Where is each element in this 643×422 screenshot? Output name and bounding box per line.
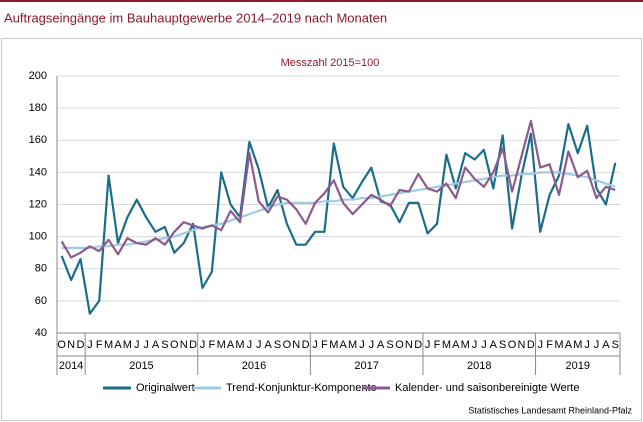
x-tick-label: A xyxy=(340,339,348,351)
subtitle: Messzahl 2015=100 xyxy=(281,57,380,69)
x-tick-label: J xyxy=(256,339,262,351)
x-tick-label: A xyxy=(490,339,498,351)
x-tick-label: O xyxy=(283,339,292,351)
x-tick-label: J xyxy=(312,339,318,351)
x-tick-label: M xyxy=(329,339,338,351)
x-tick-label: J xyxy=(537,339,543,351)
x-tick-label: A xyxy=(264,339,272,351)
x-tick-label: O xyxy=(508,339,517,351)
x-tick-label: S xyxy=(274,339,281,351)
x-tick-label: D xyxy=(302,339,310,351)
x-tick-label: S xyxy=(612,339,619,351)
x-tick-label: A xyxy=(152,339,160,351)
year-label: 2015 xyxy=(129,360,153,372)
x-tick-label: A xyxy=(602,339,610,351)
source: Statistisches Landesamt Rheinland-Pfalz xyxy=(468,405,632,415)
x-tick-label: F xyxy=(321,339,328,351)
x-tick-label: A xyxy=(452,339,460,351)
x-tick-label: S xyxy=(161,339,168,351)
year-label: 2018 xyxy=(467,360,491,372)
legend-label: Kalender- und saisonbereinigte Werte xyxy=(395,382,579,394)
x-tick-label: A xyxy=(377,339,385,351)
frame xyxy=(1,38,642,421)
x-tick-label: F xyxy=(96,339,103,351)
x-tick-label: D xyxy=(76,339,84,351)
x-tick-label: J xyxy=(481,339,487,351)
x-tick-label: S xyxy=(386,339,393,351)
legend-label: Originalwert xyxy=(136,382,195,394)
y-tick-label: 60 xyxy=(35,295,47,307)
x-tick-label: M xyxy=(573,339,582,351)
x-tick-label: D xyxy=(527,339,535,351)
x-tick-label: J xyxy=(359,339,365,351)
x-tick-label: A xyxy=(114,339,122,351)
chart-title: Auftragseingänge im Bauhauptgewerbe 2014… xyxy=(4,10,387,25)
x-tick-label: J xyxy=(200,339,206,351)
year-label: 2017 xyxy=(354,360,378,372)
x-tick-label: M xyxy=(348,339,357,351)
x-tick-label: J xyxy=(247,339,253,351)
x-tick-label: M xyxy=(104,339,113,351)
x-tick-label: D xyxy=(189,339,197,351)
y-tick-label: 100 xyxy=(29,231,47,243)
legend-label: Trend-Konjunktur-Komponente xyxy=(226,382,377,394)
x-tick-label: O xyxy=(170,339,179,351)
y-tick-label: 140 xyxy=(29,166,47,178)
top-rule xyxy=(0,0,643,2)
x-tick-label: A xyxy=(565,339,573,351)
x-tick-label: F xyxy=(208,339,215,351)
x-tick-label: M xyxy=(217,339,226,351)
x-tick-label: F xyxy=(434,339,441,351)
x-tick-label: J xyxy=(584,339,590,351)
x-tick-label: J xyxy=(369,339,375,351)
x-tick-label: N xyxy=(517,339,525,351)
year-label: 2019 xyxy=(566,360,590,372)
y-tick-label: 160 xyxy=(29,134,47,146)
x-tick-label: M xyxy=(442,339,451,351)
x-tick-label: O xyxy=(395,339,404,351)
y-tick-label: 80 xyxy=(35,263,47,275)
x-tick-label: M xyxy=(554,339,563,351)
x-tick-label: M xyxy=(235,339,244,351)
year-label: 2014 xyxy=(59,360,83,372)
x-tick-label: J xyxy=(143,339,149,351)
x-tick-label: A xyxy=(227,339,235,351)
y-tick-label: 200 xyxy=(29,70,47,82)
y-tick-label: 180 xyxy=(29,102,47,114)
x-tick-label: S xyxy=(499,339,506,351)
x-tick-label: J xyxy=(594,339,600,351)
x-tick-label: F xyxy=(546,339,553,351)
y-tick-label: 120 xyxy=(29,198,47,210)
x-tick-label: M xyxy=(123,339,132,351)
x-tick-label: J xyxy=(472,339,478,351)
x-tick-label: J xyxy=(87,339,93,351)
y-tick-label: 40 xyxy=(35,327,47,339)
x-tick-label: N xyxy=(405,339,413,351)
x-tick-label: N xyxy=(292,339,300,351)
x-tick-label: N xyxy=(180,339,188,351)
x-tick-label: J xyxy=(425,339,431,351)
x-tick-label: O xyxy=(57,339,66,351)
x-tick-label: D xyxy=(414,339,422,351)
x-tick-label: N xyxy=(67,339,75,351)
series-line xyxy=(60,123,617,315)
year-label: 2016 xyxy=(242,360,266,372)
series-line xyxy=(60,119,616,259)
x-tick-label: J xyxy=(134,339,140,351)
x-tick-label: M xyxy=(461,339,470,351)
